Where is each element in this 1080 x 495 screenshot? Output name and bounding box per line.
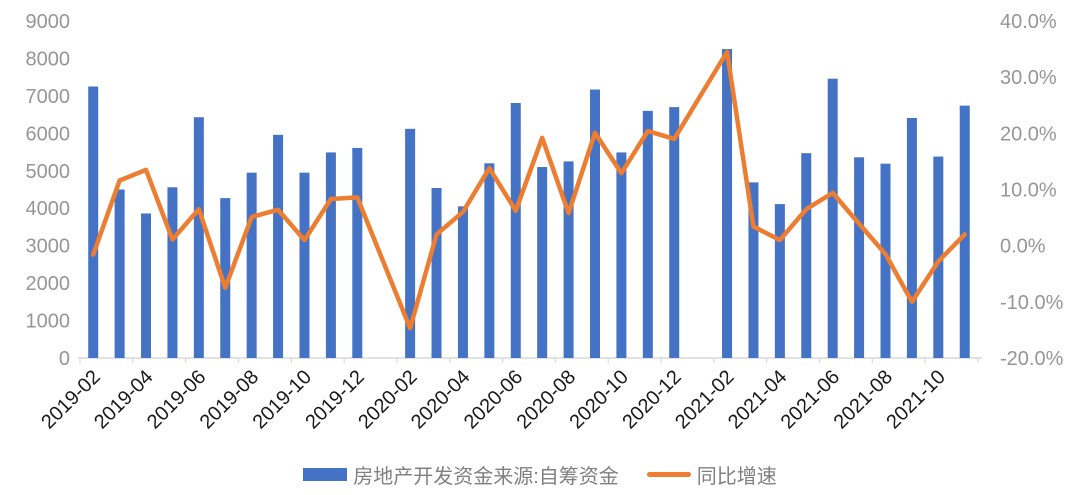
right-axis-tick-label: 10.0% [1000, 180, 1057, 202]
bar-2019-11 [325, 152, 336, 358]
bar-2020-05 [484, 163, 495, 358]
bar-2019-12 [352, 147, 363, 358]
left-axis-tick-label: 0 [59, 348, 70, 370]
bar-2021-10 [933, 156, 944, 358]
legend: 房地产开发资金来源:自筹资金 同比增速 [0, 454, 1080, 494]
bar-2019-08 [246, 172, 257, 358]
left-axis-tick-label: 1000 [26, 311, 71, 333]
bar-2021-09 [906, 117, 917, 358]
bar-series-swatch [303, 467, 348, 481]
right-axis-tick-label: 30.0% [1000, 67, 1057, 89]
bar-2020-09 [589, 89, 600, 359]
growth-line [90, 49, 967, 331]
bar-2020-02 [405, 128, 416, 358]
left-axis-tick-label: 8000 [26, 48, 71, 70]
left-axis-tick-label: 2000 [26, 273, 71, 295]
bar-2019-04 [141, 213, 152, 358]
bar-2019-02 [88, 86, 99, 359]
bar-2021-04 [774, 204, 785, 358]
bar-2021-05 [801, 153, 812, 358]
bar-2020-10 [616, 152, 627, 358]
bar-2019-07 [220, 198, 231, 358]
right-axis-tick-label: 0.0% [1000, 236, 1046, 258]
left-axis-tick-label: 3000 [26, 236, 71, 258]
combo-chart: 0 1000 2000 3000 4000 5000 6000 7000 8000 9000 -20… [26, 11, 1064, 433]
bar-2020-08 [563, 161, 574, 358]
bar-2021-08 [880, 163, 891, 358]
x-axis-tick-label: 2021-10 [882, 366, 949, 433]
line-series-swatch [646, 471, 691, 477]
bar-2019-09 [273, 134, 284, 358]
bar-2021-06 [827, 78, 838, 359]
right-axis-tick-label: 40.0% [1000, 11, 1057, 33]
legend-item-line-series: 同比增速 [646, 460, 777, 489]
bar-2019-05 [167, 187, 178, 358]
bar-2020-12 [669, 107, 680, 358]
bar-2021-02 [722, 49, 733, 358]
bar-2021-03 [748, 182, 759, 358]
left-axis-tick-label: 7000 [26, 86, 71, 108]
right-axis-tick-label: 20.0% [1000, 123, 1057, 145]
legend-item-bar-series: 房地产开发资金来源:自筹资金 [303, 460, 619, 489]
bar-series-label: 房地产开发资金来源:自筹资金 [353, 465, 619, 488]
bar-2021-11 [959, 105, 970, 358]
bar-2020-03 [431, 188, 442, 358]
bar-2020-04 [457, 206, 468, 358]
left-axis-tick-label: 4000 [26, 198, 71, 220]
bar-2019-03 [114, 189, 125, 358]
left-axis-tick-label: 9000 [26, 11, 71, 33]
left-axis-tick-label: 6000 [26, 123, 71, 145]
right-axis-tick-label: -10.0% [1000, 292, 1064, 314]
bar-2021-07 [854, 157, 865, 358]
bar-2019-06 [193, 117, 204, 358]
line-series-label: 同比增速 [696, 465, 777, 488]
left-axis-tick-label: 5000 [26, 161, 71, 183]
bar-2020-06 [510, 103, 521, 359]
bar-2019-10 [299, 172, 310, 358]
right-axis-tick-label: -20.0% [1000, 348, 1064, 370]
bar-2020-11 [642, 110, 653, 358]
bar-2020-07 [537, 167, 548, 358]
